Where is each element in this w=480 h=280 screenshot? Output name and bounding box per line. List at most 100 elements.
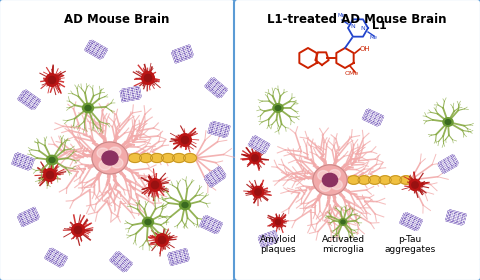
Text: OMe: OMe — [345, 71, 359, 76]
Circle shape — [44, 169, 56, 181]
Polygon shape — [439, 155, 458, 171]
Ellipse shape — [180, 200, 191, 210]
Polygon shape — [202, 216, 222, 233]
Polygon shape — [259, 233, 277, 248]
Polygon shape — [112, 252, 132, 271]
Ellipse shape — [172, 153, 185, 162]
Text: L1-treated AD Mouse Brain: L1-treated AD Mouse Brain — [267, 13, 447, 26]
Ellipse shape — [83, 103, 94, 113]
Polygon shape — [402, 213, 422, 230]
Ellipse shape — [85, 106, 91, 111]
Polygon shape — [200, 216, 220, 234]
Ellipse shape — [109, 147, 121, 157]
Polygon shape — [12, 154, 32, 170]
Ellipse shape — [140, 153, 153, 162]
Ellipse shape — [320, 182, 331, 192]
Circle shape — [252, 186, 264, 198]
Polygon shape — [19, 207, 39, 224]
Polygon shape — [18, 91, 38, 109]
Polygon shape — [205, 167, 226, 185]
Text: N: N — [360, 27, 365, 32]
FancyBboxPatch shape — [234, 0, 480, 280]
Ellipse shape — [97, 148, 109, 158]
Text: N: N — [350, 25, 355, 29]
Ellipse shape — [445, 120, 451, 124]
Ellipse shape — [143, 217, 154, 227]
Circle shape — [255, 189, 261, 195]
Text: OH: OH — [360, 46, 371, 52]
Polygon shape — [169, 249, 189, 263]
Polygon shape — [446, 211, 464, 225]
Polygon shape — [205, 169, 225, 187]
Ellipse shape — [331, 180, 342, 190]
Circle shape — [151, 181, 158, 189]
Ellipse shape — [273, 104, 283, 112]
Ellipse shape — [341, 220, 345, 224]
Circle shape — [48, 76, 56, 84]
Polygon shape — [364, 109, 384, 125]
Polygon shape — [207, 78, 228, 97]
Circle shape — [274, 218, 283, 227]
Polygon shape — [120, 88, 140, 102]
Ellipse shape — [318, 171, 329, 180]
Polygon shape — [173, 45, 193, 61]
Polygon shape — [208, 123, 228, 137]
Ellipse shape — [358, 176, 371, 184]
Polygon shape — [362, 110, 382, 126]
Text: Activated
microglia: Activated microglia — [322, 235, 365, 255]
Circle shape — [409, 179, 420, 191]
Text: L1: L1 — [372, 21, 387, 31]
Text: Amyloid
plaques: Amyloid plaques — [260, 235, 296, 255]
Ellipse shape — [129, 153, 142, 162]
Circle shape — [158, 236, 166, 244]
Text: Me: Me — [338, 13, 346, 18]
Ellipse shape — [389, 176, 402, 184]
Polygon shape — [14, 153, 34, 169]
Ellipse shape — [182, 202, 188, 207]
Ellipse shape — [161, 153, 175, 162]
Circle shape — [252, 155, 258, 161]
Ellipse shape — [443, 118, 453, 126]
Text: p-Tau
aggregates: p-Tau aggregates — [384, 235, 436, 255]
Ellipse shape — [275, 106, 281, 110]
Polygon shape — [168, 251, 188, 265]
FancyBboxPatch shape — [0, 0, 235, 280]
Ellipse shape — [49, 157, 55, 163]
Polygon shape — [251, 136, 270, 153]
Ellipse shape — [92, 142, 128, 174]
Circle shape — [149, 179, 161, 191]
Circle shape — [181, 136, 189, 144]
Ellipse shape — [183, 153, 196, 162]
Circle shape — [74, 227, 82, 234]
Polygon shape — [260, 231, 278, 246]
Text: Me: Me — [370, 35, 378, 40]
Ellipse shape — [329, 170, 340, 179]
Ellipse shape — [323, 173, 337, 187]
Text: AD Mouse Brain: AD Mouse Brain — [64, 13, 170, 26]
Ellipse shape — [111, 158, 123, 168]
Circle shape — [46, 74, 58, 86]
Polygon shape — [205, 78, 225, 98]
Circle shape — [144, 74, 152, 81]
Ellipse shape — [348, 176, 360, 184]
Polygon shape — [20, 90, 40, 109]
Circle shape — [142, 72, 154, 84]
Circle shape — [47, 171, 54, 179]
Circle shape — [156, 234, 168, 246]
Polygon shape — [47, 249, 67, 266]
Circle shape — [179, 134, 192, 146]
Circle shape — [276, 220, 281, 225]
Polygon shape — [438, 157, 457, 173]
Ellipse shape — [379, 176, 391, 184]
Polygon shape — [249, 137, 267, 153]
Ellipse shape — [99, 160, 111, 170]
Ellipse shape — [400, 176, 412, 184]
Circle shape — [72, 224, 84, 236]
Polygon shape — [45, 249, 65, 267]
Polygon shape — [122, 87, 141, 100]
Circle shape — [412, 182, 418, 188]
Polygon shape — [172, 47, 192, 63]
Ellipse shape — [102, 151, 118, 165]
Polygon shape — [85, 41, 105, 59]
Polygon shape — [18, 209, 38, 227]
